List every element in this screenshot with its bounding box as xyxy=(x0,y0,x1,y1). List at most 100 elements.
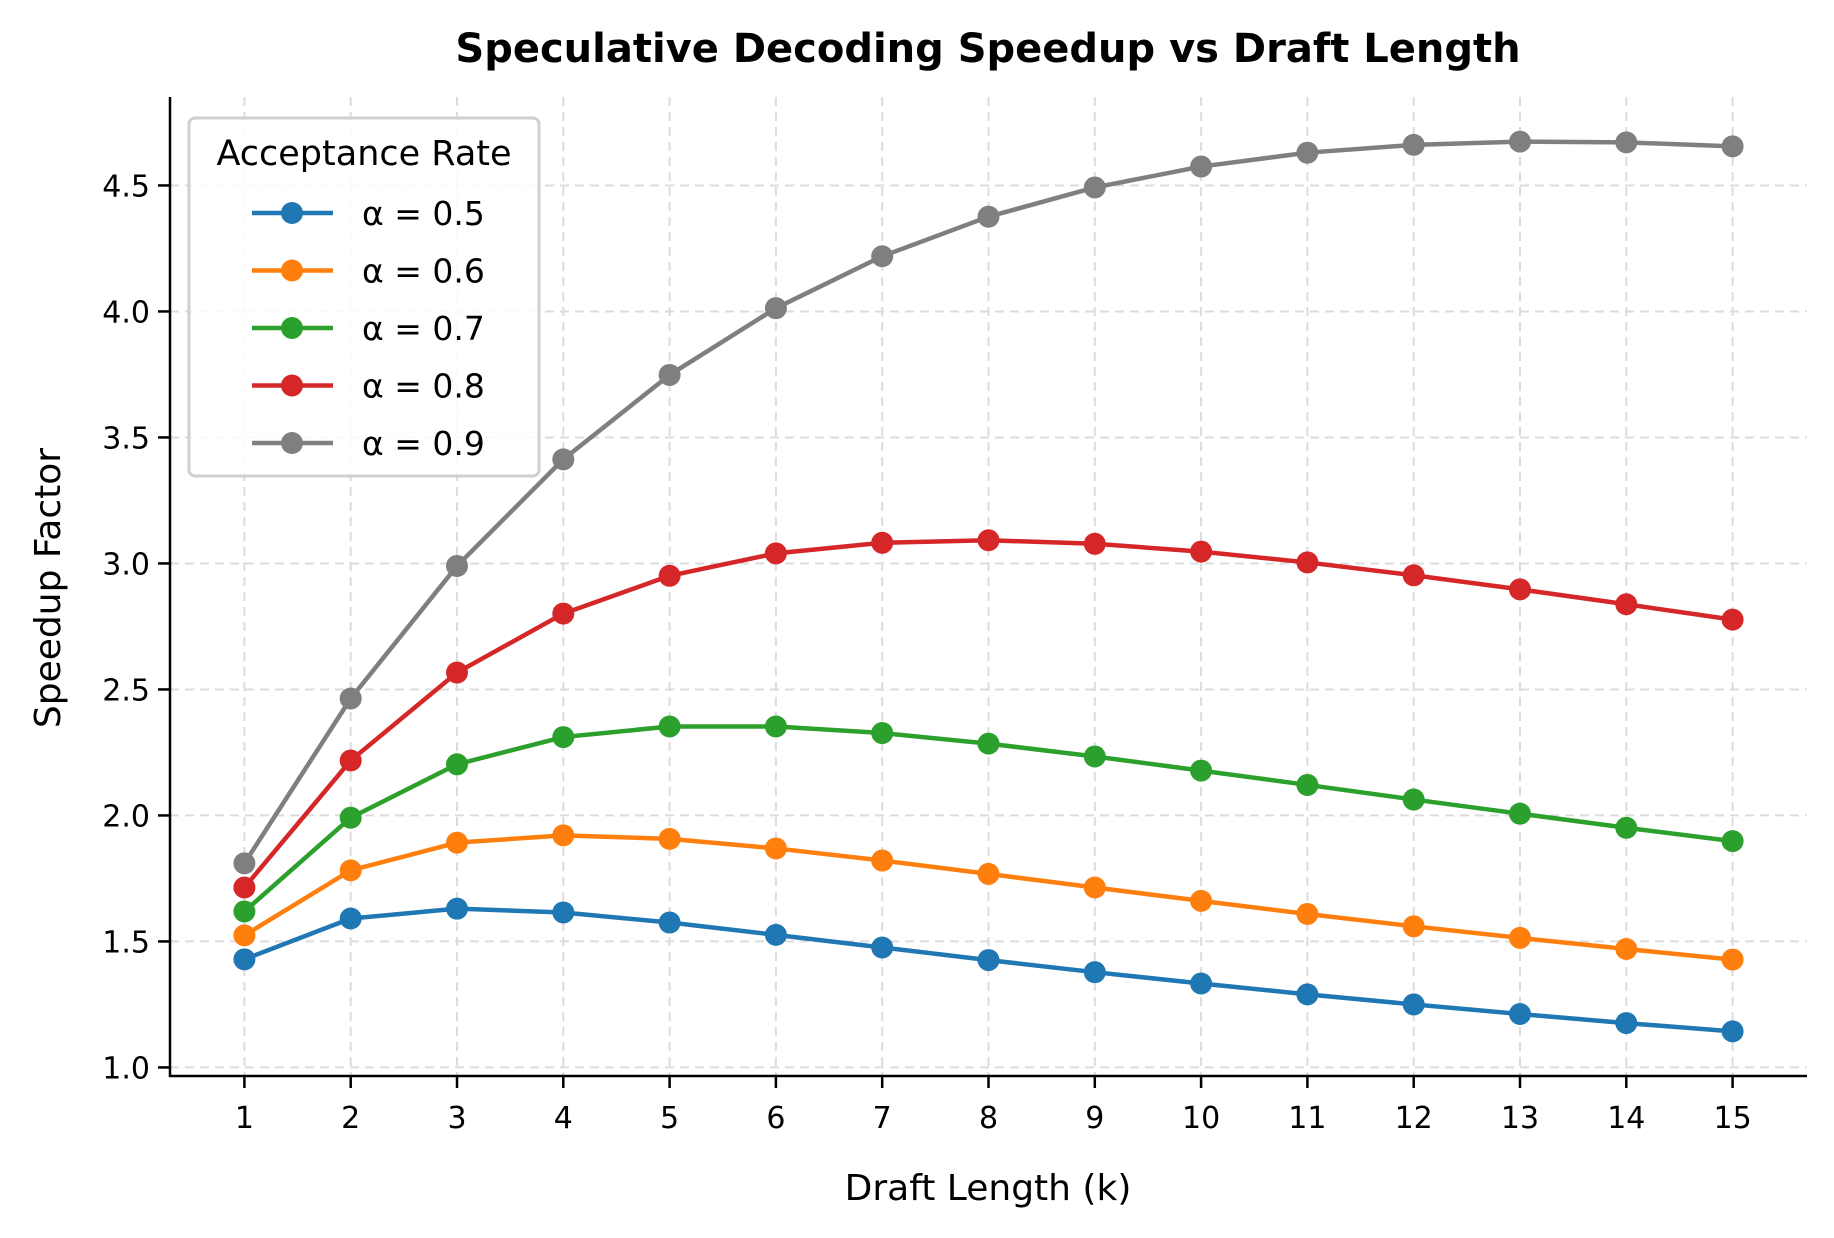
data-point xyxy=(552,824,575,847)
data-point xyxy=(339,859,362,882)
data-point xyxy=(1402,133,1425,156)
data-point xyxy=(1083,532,1106,555)
data-point xyxy=(552,448,575,471)
series-09 xyxy=(233,130,1744,875)
data-point xyxy=(1508,926,1531,949)
data-point xyxy=(339,749,362,772)
x-tick-label: 13 xyxy=(1501,1101,1539,1136)
data-point xyxy=(1296,551,1319,574)
data-point xyxy=(1721,948,1744,971)
data-point xyxy=(977,862,1000,885)
x-axis-label: Draft Length (k) xyxy=(845,1168,1132,1209)
data-point xyxy=(977,732,1000,755)
data-point xyxy=(1083,876,1106,899)
data-point xyxy=(1615,816,1638,839)
y-tick-label: 1.5 xyxy=(102,925,150,960)
data-point xyxy=(1615,1012,1638,1035)
data-point xyxy=(552,901,575,924)
series-06 xyxy=(233,824,1744,971)
y-tick-label: 3.0 xyxy=(102,547,150,582)
data-point xyxy=(1615,131,1638,154)
legend-marker xyxy=(281,374,303,397)
data-point xyxy=(871,722,894,745)
x-tick-label: 4 xyxy=(554,1101,573,1136)
data-point xyxy=(1296,983,1319,1006)
x-tick-label: 7 xyxy=(873,1101,892,1136)
data-point xyxy=(1190,759,1213,782)
y-tick-label: 2.0 xyxy=(102,799,150,834)
data-point xyxy=(1615,937,1638,960)
legend-title: Acceptance Rate xyxy=(216,134,511,174)
x-tick-label: 11 xyxy=(1288,1101,1326,1136)
y-tick-label: 3.5 xyxy=(102,421,150,456)
data-point xyxy=(764,923,787,946)
data-point xyxy=(446,661,469,684)
data-point xyxy=(977,529,1000,552)
data-point xyxy=(1508,1003,1531,1026)
data-point xyxy=(871,936,894,959)
data-point xyxy=(658,827,681,850)
data-point xyxy=(233,900,256,923)
data-point xyxy=(339,907,362,930)
x-tick-label: 1 xyxy=(235,1101,254,1136)
legend-marker xyxy=(281,259,303,282)
data-point xyxy=(1402,915,1425,938)
x-tick-label: 3 xyxy=(447,1101,466,1136)
data-point xyxy=(1190,540,1213,563)
data-point xyxy=(446,897,469,920)
data-point xyxy=(1083,745,1106,768)
data-point xyxy=(658,564,681,587)
data-point xyxy=(1508,578,1531,601)
data-point xyxy=(1508,130,1531,153)
x-tick-label: 6 xyxy=(766,1101,785,1136)
x-tick-label: 9 xyxy=(1085,1101,1104,1136)
data-point xyxy=(1721,830,1744,853)
data-point xyxy=(233,948,256,971)
data-point xyxy=(1190,889,1213,912)
chart-title: Speculative Decoding Speedup vs Draft Le… xyxy=(455,26,1520,72)
data-point xyxy=(1721,608,1744,631)
series-05 xyxy=(233,897,1744,1043)
x-tick-label: 8 xyxy=(979,1101,998,1136)
data-point xyxy=(764,297,787,320)
legend: Acceptance Rate α = 0.5 α = 0.6 α = 0.7 α =… xyxy=(187,116,541,478)
legend-label: α = 0.5 xyxy=(362,194,485,233)
data-point xyxy=(977,949,1000,972)
data-point xyxy=(552,602,575,625)
series-08 xyxy=(233,529,1744,899)
data-point xyxy=(446,831,469,854)
data-point xyxy=(1721,135,1744,158)
data-point xyxy=(1296,773,1319,796)
data-point xyxy=(339,687,362,710)
data-point xyxy=(233,924,256,947)
data-point xyxy=(446,753,469,776)
data-point xyxy=(764,542,787,565)
legend-label: α = 0.7 xyxy=(362,309,485,348)
x-tick-label: 10 xyxy=(1182,1101,1220,1136)
legend-label: α = 0.6 xyxy=(362,252,485,291)
data-point xyxy=(871,531,894,554)
x-tick-label: 15 xyxy=(1713,1101,1751,1136)
data-point xyxy=(764,837,787,860)
data-point xyxy=(658,715,681,738)
axes: 1 2 3 4 5 6 7 8 9 10 11 12 13 14 151.01.52.02.53.03.54… xyxy=(102,97,1807,1136)
legend-marker xyxy=(281,202,303,224)
x-tick-label: 14 xyxy=(1607,1101,1645,1136)
data-point xyxy=(1083,176,1106,199)
y-tick-label: 4.0 xyxy=(102,295,150,330)
data-point xyxy=(977,205,1000,228)
data-point xyxy=(1190,155,1213,178)
data-point xyxy=(1508,802,1531,825)
data-point xyxy=(1402,564,1425,587)
data-point xyxy=(1190,972,1213,995)
legend-label: α = 0.8 xyxy=(362,367,485,406)
data-point xyxy=(871,849,894,872)
data-point xyxy=(764,715,787,738)
data-point xyxy=(658,363,681,386)
legend-marker xyxy=(281,317,303,339)
data-point xyxy=(1083,961,1106,984)
data-point xyxy=(658,911,681,934)
y-tick-label: 1.0 xyxy=(102,1051,150,1086)
y-axis-label: Speedup Factor xyxy=(28,448,69,728)
series-group xyxy=(233,130,1744,1043)
